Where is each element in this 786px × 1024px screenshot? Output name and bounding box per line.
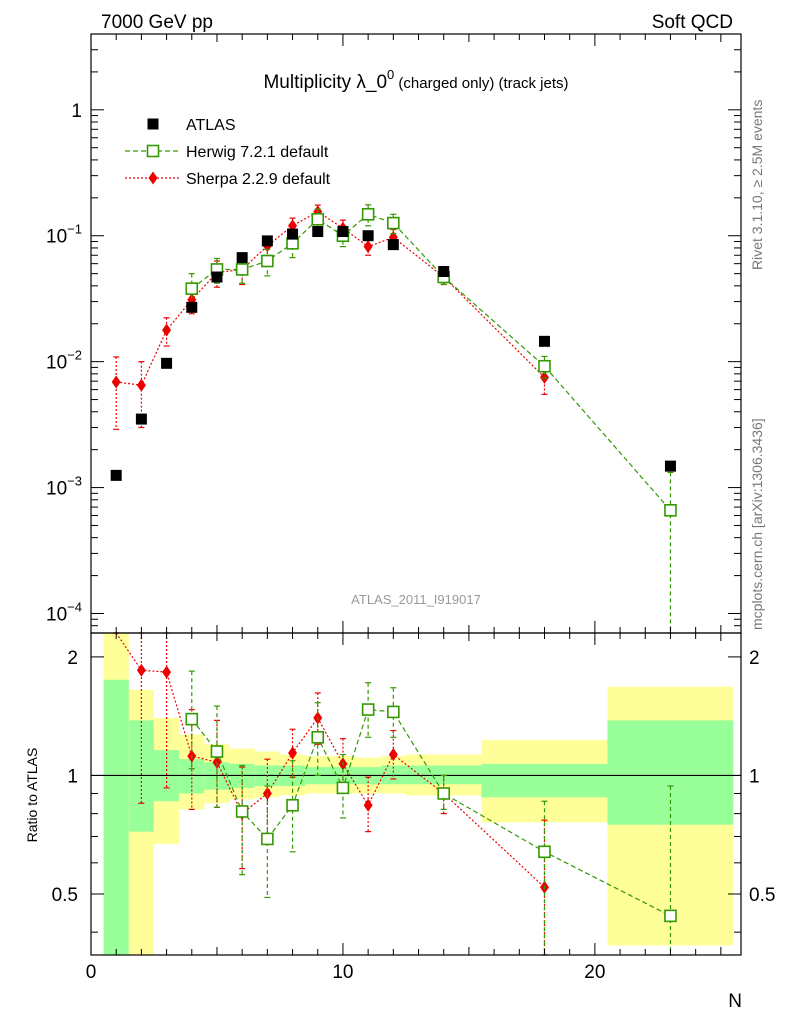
y-tick-label: 10−2 <box>46 348 82 374</box>
legend-sherpa-label: Sherpa 2.2.9 default <box>186 171 331 188</box>
ratio-herwig-point <box>361 703 375 716</box>
ratio-band-green <box>103 679 129 955</box>
atlas-point <box>186 301 198 313</box>
sherpa-point <box>162 323 172 337</box>
legend-atlas-marker <box>147 118 159 130</box>
herwig-point <box>235 263 249 276</box>
ratio-herwig-point <box>664 909 677 923</box>
ratio-herwig-point <box>387 705 400 719</box>
ratio-herwig-point <box>336 781 350 795</box>
atlas-point <box>261 235 273 247</box>
herwig-point <box>185 282 199 295</box>
ratio-y-tick-label: 1 <box>67 766 78 787</box>
ratio-herwig-line <box>191 708 671 917</box>
sherpa-point <box>539 370 549 384</box>
ratio-y-tick-label-right: 2 <box>749 648 760 669</box>
ratio-herwig-point <box>538 845 551 859</box>
atlas-point <box>135 413 147 425</box>
herwig-point <box>538 359 551 373</box>
atlas-point <box>387 239 399 251</box>
main-marks <box>110 204 677 634</box>
legend-sherpa-marker <box>148 171 158 185</box>
mcplots-label: mcplots.cern.ch [arXiv:1306.3436] <box>749 418 765 630</box>
ratio-y-tick-label-right: 0.5 <box>749 885 775 906</box>
atlas-point <box>538 335 550 347</box>
ratio-sherpa-point <box>363 798 373 812</box>
sherpa-point <box>111 375 121 389</box>
ratio-herwig-point <box>185 712 199 726</box>
ratio-bands <box>91 633 741 955</box>
chart-title-sup: 0 <box>387 67 394 82</box>
atlas-point <box>438 265 450 277</box>
sherpa-point <box>363 240 373 254</box>
ratio-y-tick-label-right: 1 <box>749 766 760 787</box>
analysis-watermark: ATLAS_2011_I919017 <box>351 592 481 607</box>
chart-title-main: Multiplicity λ_0 <box>263 72 387 93</box>
atlas-point <box>664 460 676 472</box>
rivet-label: Rivet 3.1.10, ≥ 2.5M events <box>749 100 765 270</box>
header-left: 7000 GeV pp <box>101 12 213 33</box>
herwig-point <box>361 207 375 221</box>
ratio-marks <box>113 632 677 956</box>
ratio-herwig-point <box>261 832 274 846</box>
legend-atlas-label: ATLAS <box>186 117 236 134</box>
atlas-point <box>110 469 122 481</box>
herwig-point <box>387 216 400 230</box>
chart-title-sub: (charged only) (track jets) <box>394 75 568 92</box>
ratio-y-tick-label: 2 <box>67 648 78 669</box>
x-tick-label: 10 <box>332 962 353 983</box>
ratio-frame <box>90 632 742 956</box>
y-tick-label: 1 <box>71 101 82 122</box>
header-right: Soft QCD <box>652 12 733 33</box>
y-tick-label: 10−3 <box>46 474 82 500</box>
y-tick-label: 10−1 <box>46 222 82 248</box>
sherpa-line <box>116 211 545 386</box>
atlas-point <box>362 230 374 242</box>
atlas-point <box>236 252 248 264</box>
ratio-sherpa-point <box>388 748 398 762</box>
herwig-point <box>664 503 677 517</box>
legend-herwig-label: Herwig 7.2.1 default <box>186 144 329 161</box>
ratio-y-tick-label: 0.5 <box>52 885 78 906</box>
ratio-sherpa-line <box>115 632 545 888</box>
ratio-y-axis-label: Ratio to ATLAS <box>24 748 40 843</box>
ratio-herwig-point <box>286 798 299 812</box>
ratio-herwig-point <box>235 805 249 818</box>
x-tick-label: 20 <box>584 962 605 983</box>
ratio-band-green <box>481 763 608 798</box>
ratio-herwig-point <box>437 787 451 800</box>
y-tick-label: 10−4 <box>46 599 82 625</box>
ratio-sherpa-point <box>136 663 146 677</box>
ratio-herwig-point <box>210 745 224 758</box>
atlas-point <box>312 226 324 238</box>
x-tick-label: 0 <box>86 962 97 983</box>
atlas-point <box>287 228 299 240</box>
atlas-point <box>211 271 223 283</box>
herwig-point <box>261 254 274 268</box>
ratio-herwig-point <box>311 730 325 744</box>
ratio-sherpa-point <box>162 665 172 679</box>
legend-herwig-marker <box>146 144 160 158</box>
atlas-point <box>161 357 173 369</box>
atlas-point <box>337 226 349 238</box>
ratio-sherpa-point <box>288 746 298 760</box>
herwig-point <box>311 213 325 226</box>
chart-title: Multiplicity λ_00 (charged only) (track … <box>263 67 568 93</box>
axes: 0 10 20 10−4 10−3 10−2 10−1 1 0.5 0.5 1 1 2 2 <box>46 33 775 983</box>
sherpa-point <box>136 378 146 392</box>
legend: ATLAS Herwig 7.2.1 default Sherpa 2.2.9 de… <box>125 117 331 188</box>
x-axis-label: N <box>728 991 742 1012</box>
